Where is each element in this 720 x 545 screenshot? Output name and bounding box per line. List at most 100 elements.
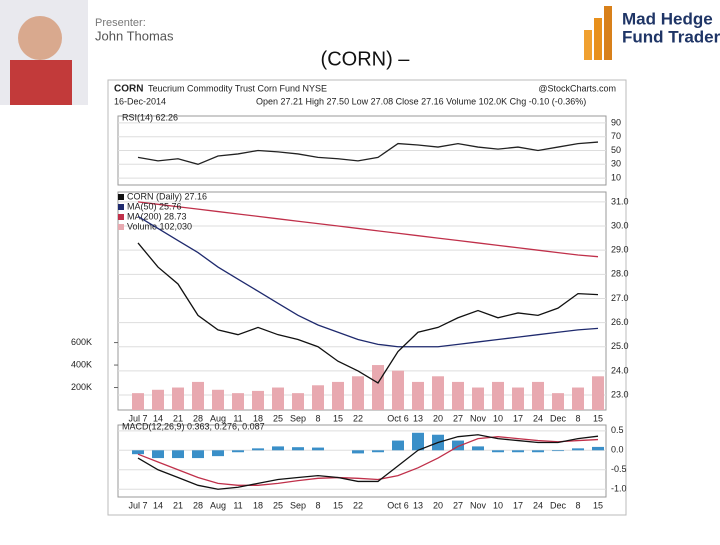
bar — [412, 381, 424, 410]
bar — [212, 389, 224, 410]
x-tick-label: 15 — [333, 413, 343, 423]
x-tick-label: 8 — [575, 500, 580, 510]
y-tick-label: -0.5 — [611, 464, 627, 474]
bar — [452, 440, 464, 451]
x-tick-label: 25 — [273, 413, 283, 423]
bar — [532, 381, 544, 410]
y-tick-label: 30 — [611, 159, 621, 169]
y-tick-label: 27.0 — [611, 293, 629, 303]
y-tick-label: 23.0 — [611, 389, 629, 399]
photo-face — [18, 16, 62, 60]
presenter-label: Presenter: — [95, 17, 146, 29]
y-tick-label: 24.0 — [611, 365, 629, 375]
bar — [212, 450, 224, 457]
x-tick-label: 8 — [315, 413, 320, 423]
legend-swatch — [118, 214, 124, 220]
x-tick-label: Oct 6 — [387, 413, 409, 423]
series-line — [137, 242, 599, 384]
y2-tick-label: 400K — [71, 359, 92, 369]
bar — [512, 450, 524, 453]
bar — [252, 448, 264, 451]
bar — [312, 385, 324, 410]
y-tick-label: 90 — [611, 117, 621, 127]
bar — [472, 387, 484, 410]
y-tick-label: -1.0 — [611, 484, 627, 494]
panel — [117, 424, 607, 498]
x-tick-label: 24 — [533, 413, 543, 423]
date: 16-Dec-2014 — [114, 96, 166, 106]
bar — [332, 381, 344, 410]
bar — [272, 446, 284, 451]
y2-tick-label: 200K — [71, 382, 92, 392]
x-tick-label: 28 — [193, 500, 203, 510]
legend-swatch — [118, 204, 124, 210]
source: @StockCharts.com — [538, 83, 616, 93]
x-tick-label: 21 — [173, 413, 183, 423]
y2-tick-label: 600K — [71, 337, 92, 347]
x-tick-label: 13 — [413, 413, 423, 423]
x-tick-label: 15 — [593, 500, 603, 510]
bar — [132, 393, 144, 410]
x-tick-label: Jul 7 — [128, 413, 147, 423]
bar — [292, 393, 304, 410]
bar — [152, 450, 164, 459]
bar — [512, 387, 524, 410]
legend-label: MA(200) 28.73 — [127, 211, 187, 221]
y-tick-label: 70 — [611, 131, 621, 141]
x-tick-label: 24 — [533, 500, 543, 510]
bar — [192, 381, 204, 410]
x-tick-label: 22 — [353, 500, 363, 510]
y-tick-label: 28.0 — [611, 269, 629, 279]
y-tick-label: 50 — [611, 145, 621, 155]
series-line — [137, 201, 599, 258]
bar — [312, 447, 324, 451]
photo-body — [10, 60, 72, 105]
panel-title: RSI(14) 62.26 — [122, 112, 178, 122]
bar — [292, 447, 304, 451]
legend-swatch — [118, 224, 124, 230]
x-tick-label: 15 — [333, 500, 343, 510]
bar — [572, 387, 584, 410]
series-line — [137, 141, 599, 165]
bar — [592, 376, 604, 410]
x-tick-label: 8 — [575, 413, 580, 423]
bar — [172, 450, 184, 459]
x-tick-label: 20 — [433, 413, 443, 423]
x-tick-label: 14 — [153, 500, 163, 510]
x-tick-label: Sep — [290, 500, 306, 510]
bar — [592, 446, 604, 451]
bar — [452, 381, 464, 410]
bar — [432, 376, 444, 410]
x-tick-label: Dec — [550, 500, 567, 510]
x-tick-label: Nov — [470, 500, 487, 510]
bar — [272, 387, 284, 410]
x-tick-label: 17 — [513, 413, 523, 423]
bar — [192, 450, 204, 459]
bar — [232, 450, 244, 453]
bar — [492, 450, 504, 453]
y-tick-label: 30.0 — [611, 220, 629, 230]
bar — [412, 432, 424, 451]
x-tick-label: 27 — [453, 413, 463, 423]
x-tick-label: 15 — [593, 413, 603, 423]
bar — [352, 376, 364, 410]
slide-title: (CORN) – — [321, 48, 411, 70]
panel-title: MACD(12,26,9) 0.363, 0.276, 0.087 — [122, 421, 265, 431]
legend-label: MA(50) 25.76 — [127, 201, 182, 211]
bar — [352, 450, 364, 454]
fund-name: Teucrium Commodity Trust Corn Fund NYSE — [148, 83, 327, 93]
x-tick-label: 21 — [173, 500, 183, 510]
y-tick-label: 26.0 — [611, 317, 629, 327]
x-tick-label: 13 — [413, 500, 423, 510]
y-tick-label: 25.0 — [611, 341, 629, 351]
bar — [172, 387, 184, 410]
x-tick-label: Oct 6 — [387, 500, 409, 510]
series-line — [137, 215, 599, 348]
x-tick-label: Jul 7 — [128, 500, 147, 510]
y-tick-label: 0.5 — [611, 425, 624, 435]
bar — [392, 440, 404, 451]
y-tick-label: 31.0 — [611, 196, 629, 206]
bar — [372, 365, 384, 410]
